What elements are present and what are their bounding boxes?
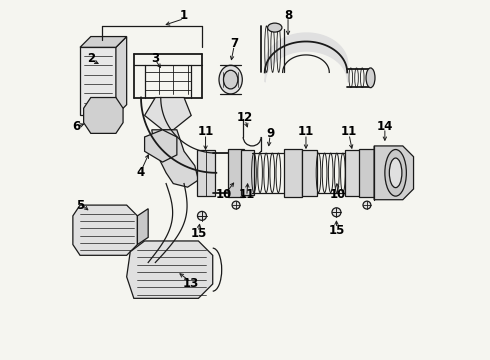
Ellipse shape (232, 201, 240, 209)
Ellipse shape (366, 68, 375, 87)
Text: 6: 6 (73, 120, 80, 133)
Polygon shape (73, 205, 137, 255)
Polygon shape (80, 47, 116, 116)
Ellipse shape (197, 211, 206, 220)
Ellipse shape (268, 23, 282, 32)
Text: 1: 1 (180, 9, 188, 22)
Ellipse shape (219, 65, 243, 94)
Ellipse shape (332, 208, 341, 217)
Text: 4: 4 (137, 166, 145, 179)
Text: 15: 15 (328, 224, 344, 237)
Text: 10: 10 (216, 188, 232, 201)
Bar (359, 149, 375, 197)
Polygon shape (80, 37, 126, 47)
Bar (242, 150, 254, 195)
Text: 3: 3 (151, 51, 159, 64)
Polygon shape (285, 149, 302, 197)
Text: 10: 10 (330, 188, 346, 201)
Bar (344, 149, 361, 196)
Polygon shape (116, 37, 126, 116)
Text: 9: 9 (266, 127, 274, 140)
Polygon shape (84, 98, 123, 134)
Text: 7: 7 (230, 37, 238, 50)
Bar (302, 149, 318, 196)
Text: 5: 5 (76, 199, 84, 212)
Polygon shape (152, 130, 198, 187)
Text: 12: 12 (237, 111, 253, 124)
Ellipse shape (363, 201, 371, 209)
Text: 11: 11 (239, 188, 255, 201)
Polygon shape (145, 130, 177, 162)
Bar (228, 149, 244, 197)
Text: 14: 14 (377, 120, 393, 133)
Text: 15: 15 (190, 227, 207, 240)
Polygon shape (126, 241, 213, 298)
Text: 11: 11 (341, 125, 357, 138)
Bar (196, 149, 215, 196)
Text: 11: 11 (298, 125, 314, 138)
Ellipse shape (390, 158, 402, 188)
Ellipse shape (385, 149, 406, 196)
Text: 11: 11 (197, 125, 214, 138)
Polygon shape (145, 98, 191, 130)
Text: 8: 8 (284, 9, 292, 22)
Polygon shape (137, 209, 148, 244)
Text: 13: 13 (183, 278, 199, 291)
Text: 2: 2 (87, 51, 95, 64)
Ellipse shape (223, 70, 238, 89)
Polygon shape (374, 146, 414, 200)
